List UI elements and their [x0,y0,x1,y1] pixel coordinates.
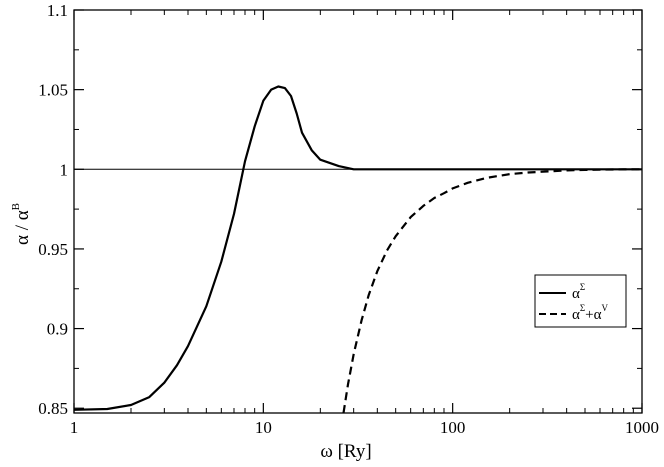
y-axis-title-base: α / α [12,210,33,245]
y-tick-label: 0.9 [47,320,68,339]
legend-entry-2-suffix: +α [585,307,601,323]
ticks: 1 10 100 1000 0.85 0.9 0.95 1 1.05 1.1 [38,1,659,437]
y-tick-label: 1.05 [38,81,68,100]
y-tick-label: 1 [60,160,69,179]
x-tick-label: 1000 [625,418,659,437]
y-axis-title: α / αB [10,203,33,245]
y-tick-label: 0.85 [38,399,68,418]
x-tick-label: 100 [440,418,466,437]
axes [73,9,643,414]
y-tick-label: 1.1 [47,1,68,20]
series [73,85,643,414]
legend-entry-1-sup: Σ [580,282,585,292]
legend-entry-2-label: α [572,307,580,323]
x-axis-title: ω [Ry] [320,441,371,462]
series-line-solid [73,85,642,411]
y-axis-title-sup: B [10,203,22,210]
legend-box [534,274,627,328]
legend-entry-2-sup: Σ [580,303,585,313]
x-tick-label: 1 [70,418,79,437]
y-tick-label: 0.95 [38,240,68,259]
series-line-dashed [342,168,643,414]
legend-entry-2-suffix-sup: V [601,303,608,313]
legend-entry-1-label: α [572,286,580,302]
x-tick-label: 10 [255,418,272,437]
plot-frame [73,9,643,414]
svg-text:α / αB: α / αB [10,203,33,245]
legend: αΣ αΣ+αV [534,274,627,328]
legend-entry-1: αΣ [572,282,585,302]
legend-entry-2: αΣ+αV [572,303,608,323]
